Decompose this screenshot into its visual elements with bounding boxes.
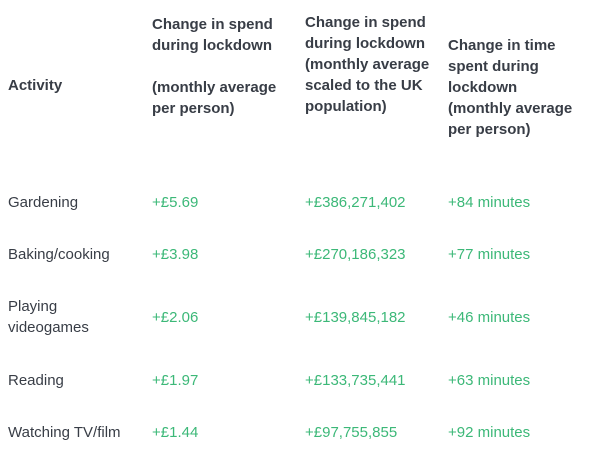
time-change-cell: +92 minutes	[448, 423, 531, 441]
spend-uk-population-cell: +£386,271,402	[305, 193, 406, 211]
table-body: Gardening +£5.69 +£386,271,402 +84 minut…	[0, 176, 600, 458]
table-row-watching-tv-film: Watching TV/film +£1.44 +£97,755,855 +92…	[0, 406, 600, 458]
header-row: Activity Change in spend during lockdown…	[0, 0, 600, 176]
time-change-cell: +77 minutes	[448, 245, 531, 263]
table-row-gardening: Gardening +£5.69 +£386,271,402 +84 minut…	[0, 176, 600, 228]
table-header: Activity Change in spend during lockdown…	[0, 0, 600, 176]
spend-per-person-cell: +£2.06	[152, 308, 199, 326]
spend-uk-population-cell: +£133,735,441	[305, 371, 406, 389]
time-change-cell: +84 minutes	[448, 193, 531, 211]
spend-per-person-cell: +£1.97	[152, 371, 199, 389]
table-row-playing-videogames: Playing videogames +£2.06 +£139,845,182 …	[0, 280, 600, 354]
activity-cell: Baking/cooking	[8, 245, 110, 263]
spend-uk-population-cell: +£139,845,182	[305, 308, 406, 326]
time-change-cell: +46 minutes	[448, 308, 531, 326]
activity-cell: Playing videogames	[8, 298, 89, 336]
spend-per-person-cell: +£3.98	[152, 245, 199, 263]
table-row-reading: Reading +£1.97 +£133,735,441 +63 minutes	[0, 354, 600, 406]
spend-uk-population-cell: +£97,755,855	[305, 423, 398, 441]
table-row-baking-cooking: Baking/cooking +£3.98 +£270,186,323 +77 …	[0, 228, 600, 280]
spend-uk-population-cell: +£270,186,323	[305, 245, 406, 263]
column-header-activity: Activity	[8, 77, 63, 94]
activity-cell: Gardening	[8, 193, 79, 211]
column-header-time-change: Change in time spent during lockdown (mo…	[448, 37, 573, 138]
column-header-spend-per-person: Change in spend during lockdown (monthly…	[152, 16, 277, 117]
spend-per-person-cell: +£5.69	[152, 193, 199, 211]
spend-per-person-cell: +£1.44	[152, 423, 199, 441]
time-change-cell: +63 minutes	[448, 371, 531, 389]
activity-cell: Reading	[8, 371, 64, 389]
activity-cell: Watching TV/film	[8, 423, 121, 441]
column-header-spend-uk-population: Change in spend during lockdown (monthly…	[305, 14, 430, 115]
